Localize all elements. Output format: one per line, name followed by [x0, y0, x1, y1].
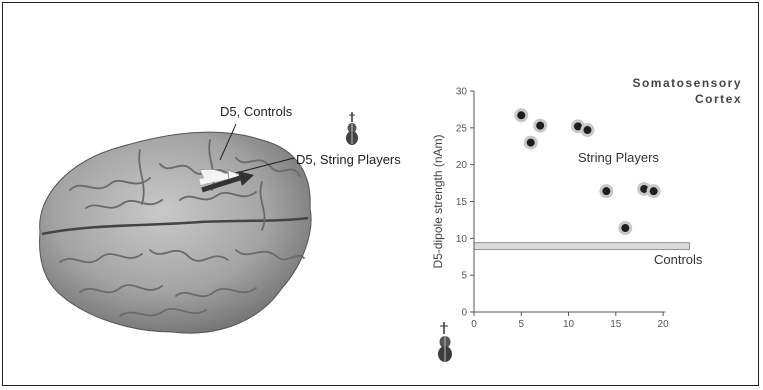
x-tick-label: 5	[518, 319, 524, 330]
y-tick-label: 15	[456, 197, 468, 208]
y-tick-label: 5	[461, 271, 467, 282]
brain-illustration	[39, 112, 358, 334]
violin-icon	[438, 322, 452, 362]
y-tick-label: 25	[456, 123, 468, 134]
x-tick-label: 15	[610, 319, 622, 330]
data-point	[649, 187, 658, 196]
chart-title-line-2: Cortex	[694, 92, 742, 106]
data-point	[621, 224, 630, 233]
string-players-label: D5, String Players	[296, 152, 401, 167]
y-tick-label: 30	[456, 87, 468, 98]
controls-band	[473, 242, 690, 250]
data-point	[526, 138, 535, 147]
y-tick-label: 20	[456, 160, 468, 171]
x-tick-label: 20	[658, 319, 670, 330]
data-point	[536, 121, 545, 130]
violin-icon	[346, 112, 358, 145]
string-players-dipole-arrow	[201, 171, 254, 193]
chart-title: Somatosensory Cortex	[600, 75, 742, 107]
x-tick-label: 10	[563, 319, 575, 330]
data-point	[574, 122, 582, 131]
data-point	[583, 126, 592, 135]
y-tick-label: 0	[461, 308, 467, 319]
controls-series-label: Controls	[654, 252, 703, 267]
data-point	[640, 184, 649, 193]
y-axis-label: D5-dipole strength (nAm)	[431, 134, 445, 268]
string-players-series-label: String Players	[578, 150, 659, 165]
data-point	[517, 111, 526, 120]
y-tick-label: 10	[456, 234, 468, 245]
controls-label: D5, Controls	[220, 104, 293, 119]
x-tick-label: 0	[471, 319, 477, 330]
chart-title-line-1: Somatosensory	[632, 76, 742, 90]
data-point	[602, 187, 611, 196]
